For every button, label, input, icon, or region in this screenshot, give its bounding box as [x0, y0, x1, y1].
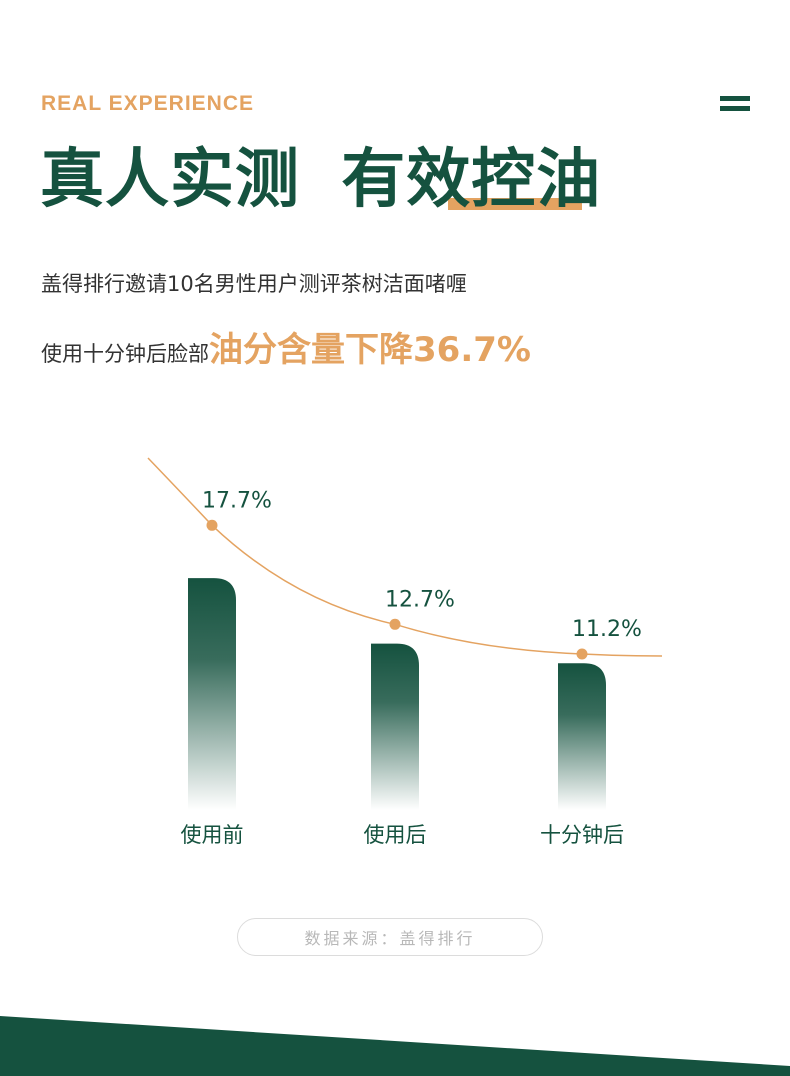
description-prefix: 使用十分钟后脸部	[41, 342, 209, 366]
bar-2	[371, 643, 419, 810]
category-label-2: 使用后	[364, 823, 427, 847]
eyebrow-label: REAL EXPERIENCE	[41, 92, 254, 115]
description-line-2: 使用十分钟后脸部油分含量下降36.7%	[41, 322, 531, 371]
bar-1	[188, 578, 236, 810]
bar-3	[558, 663, 606, 810]
oil-content-chart: 17.7% 12.7% 11.2% 使用前 使用后 十分钟后	[147, 457, 663, 847]
menu-icon[interactable]	[720, 96, 750, 114]
data-point-1	[206, 519, 218, 531]
data-label-3: 11.2%	[572, 617, 642, 642]
title-part-2: 有效控油	[341, 143, 602, 217]
page-title: 真人实测 有效控油	[40, 140, 601, 220]
data-point-2	[389, 618, 401, 630]
menu-icon-line	[720, 96, 750, 101]
description-line-1: 盖得排行邀请10名男性用户测评茶树洁面啫喱	[41, 272, 467, 296]
menu-icon-line	[720, 106, 750, 111]
category-label-3: 十分钟后	[540, 823, 624, 847]
footer-band	[0, 1016, 790, 1076]
data-source-badge: 数据来源：盖得排行	[237, 918, 543, 956]
data-label-1: 17.7%	[202, 488, 272, 513]
data-point-3	[576, 648, 588, 660]
highlight-stat: 油分含量下降36.7%	[209, 330, 531, 370]
data-label-2: 12.7%	[385, 587, 455, 612]
title-part-1: 真人实测	[40, 143, 300, 217]
title-underline	[448, 198, 582, 210]
category-label-1: 使用前	[181, 823, 244, 847]
